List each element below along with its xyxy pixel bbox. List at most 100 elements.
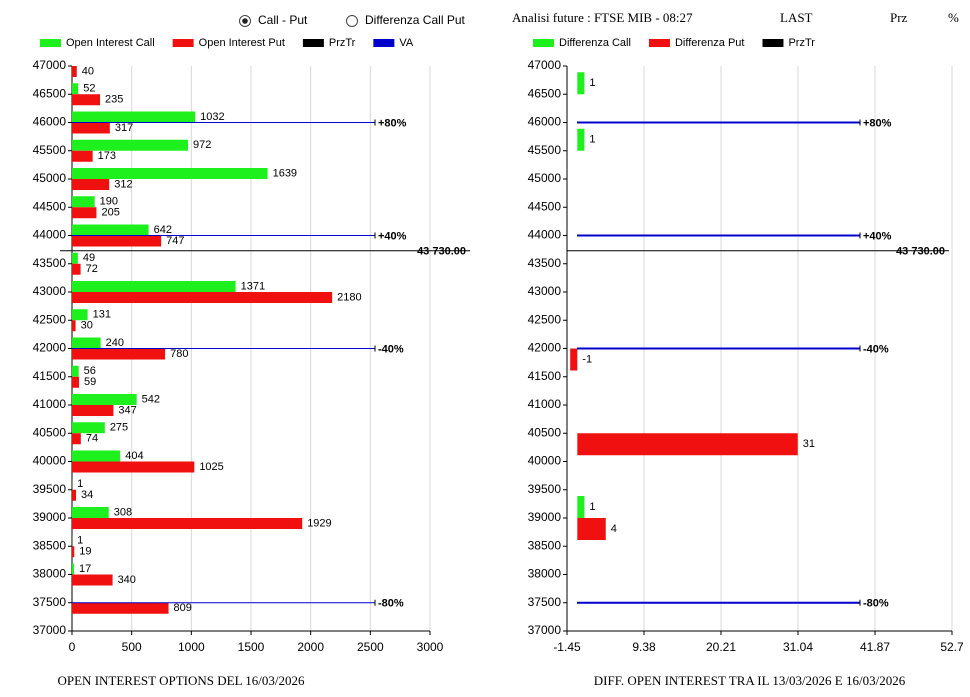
x-tick-label: 41.87 [860,640,890,654]
value-label: 205 [101,207,119,219]
y-tick-label: 44500 [528,199,562,213]
y-tick-label: 38500 [528,538,562,552]
x-tick-label: 1000 [178,640,205,654]
value-label: 404 [125,450,143,462]
bar [72,602,169,614]
legend-swatch [762,39,784,47]
y-tick-label: 37500 [528,595,562,609]
y-tick-label: 41500 [528,369,562,383]
y-tick-label: 45500 [528,143,562,157]
y-tick-label: 44500 [33,199,67,213]
y-tick-label: 40500 [528,425,562,439]
y-tick-label: 43500 [528,256,562,270]
header-column: Prz [890,10,908,25]
value-label: 972 [193,139,211,151]
va-label: +40% [863,230,892,242]
bar [72,150,93,162]
y-tick-label: 47000 [33,58,67,72]
value-label: 235 [105,94,123,106]
value-label: -1 [582,353,592,365]
value-label: 52 [83,83,95,95]
bar [72,507,109,518]
y-tick-label: 44000 [528,228,562,242]
bar [72,365,79,377]
value-label: 1371 [241,280,265,292]
y-tick-label: 46500 [33,86,67,100]
value-label: 1032 [200,111,224,123]
bar [577,72,585,95]
legend-swatch [172,39,194,47]
value-label: 240 [106,337,124,349]
bar [72,235,162,247]
bar [72,224,149,236]
bar [72,207,97,219]
bar [72,111,196,123]
y-tick-label: 37000 [33,623,67,637]
przt-label: 43 730.00 [417,246,466,258]
value-label: 17 [79,563,91,575]
legend-label: VA [399,37,414,49]
y-tick-label: 39000 [528,510,562,524]
va-label: -40% [863,343,889,355]
y-tick-label: 39500 [528,482,562,496]
legend-swatch [302,39,324,47]
value-label: 747 [166,235,184,247]
bar [72,94,101,106]
y-tick-label: 43000 [33,284,67,298]
bar [72,518,303,529]
bar [72,376,80,388]
bar [72,263,81,275]
bar [570,348,578,371]
y-tick-label: 43000 [528,284,562,298]
y-tick-label: 40000 [33,454,67,468]
bar [72,574,113,586]
x-tick-label: 31.04 [783,640,813,654]
value-label: 275 [110,422,128,434]
x-tick-label: 3000 [417,640,444,654]
value-label: 809 [174,602,192,614]
header-column: % [948,10,959,25]
radio-button[interactable] [346,15,358,27]
bar [72,196,95,208]
bar [72,405,114,416]
y-tick-label: 42000 [528,341,562,355]
y-tick-label: 38000 [528,567,562,581]
y-tick-label: 41000 [33,397,67,411]
y-tick-label: 41500 [33,369,67,383]
value-label: 40 [82,65,94,77]
bar [72,83,79,95]
bar [577,128,585,151]
bar [72,281,236,292]
x-tick-label: 2500 [357,640,384,654]
bar [72,252,78,264]
value-label: 317 [115,122,133,134]
bar [72,433,81,445]
y-tick-label: 46000 [33,115,67,129]
value-label: 2180 [337,291,361,303]
value-label: 190 [100,196,118,208]
y-tick-label: 37500 [33,595,67,609]
chart-title: DIFF. OPEN INTEREST TRA IL 13/03/2026 E … [594,673,906,688]
bar [72,66,77,77]
przt-label: 43 730.00 [896,246,945,258]
bar [72,139,188,151]
va-label: -80% [863,598,889,610]
value-label: 72 [86,263,98,275]
radio-label[interactable]: Differenza Call Put [365,13,465,27]
value-label: 1 [589,134,595,146]
va-label: +80% [378,117,407,129]
value-label: 1025 [199,461,223,473]
value-label: 1 [589,77,595,89]
y-tick-label: 38500 [33,538,67,552]
y-tick-label: 39000 [33,510,67,524]
bar [72,348,166,360]
y-tick-label: 46500 [528,86,562,100]
radio-label[interactable]: Call - Put [258,13,308,27]
y-tick-label: 43500 [33,256,67,270]
bar [72,292,333,303]
bar [72,179,110,190]
bar [72,168,268,179]
value-label: 74 [86,433,98,445]
value-label: 1 [77,535,83,547]
